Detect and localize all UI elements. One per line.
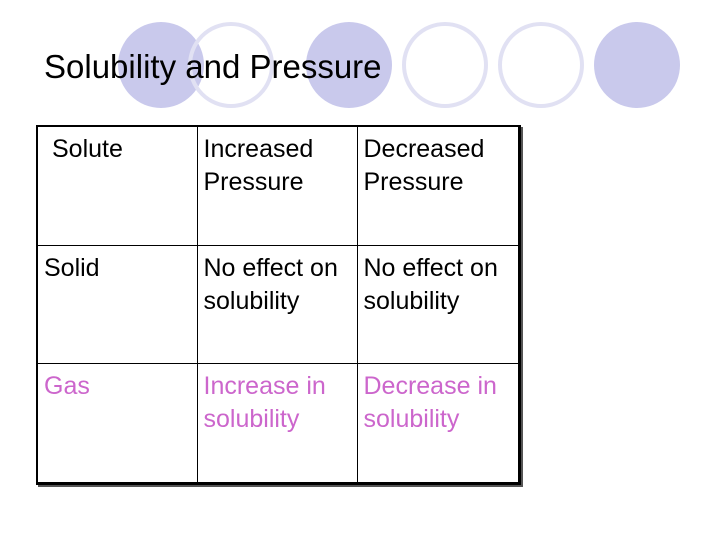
decorative-circle — [498, 22, 584, 108]
header-increased-pressure: Increased Pressure — [196, 125, 358, 246]
decorative-circle — [594, 22, 680, 108]
cell-solute: Gas — [36, 362, 198, 484]
table-row-solid: Solid No effect on solubility No effect … — [36, 244, 520, 364]
decorative-circle — [306, 22, 392, 108]
decorative-circle — [188, 22, 274, 108]
cell-decreased-pressure: Decrease in solubility — [356, 362, 520, 484]
table-row-gas: Gas Increase in solubility Decrease in s… — [36, 362, 520, 484]
header-solute: Solute — [36, 125, 198, 246]
solubility-table: Solute Increased Pressure Decreased Pres… — [36, 125, 521, 485]
decorative-circle — [402, 22, 488, 108]
slide-title: Solubility and Pressure — [44, 48, 382, 85]
header-decreased-pressure: Decreased Pressure — [356, 125, 520, 246]
cell-decreased-pressure: No effect on solubility — [356, 244, 520, 364]
table-header-row: Solute Increased Pressure Decreased Pres… — [36, 125, 520, 246]
cell-increased-pressure: No effect on solubility — [196, 244, 358, 364]
cell-solute: Solid — [36, 244, 198, 364]
cell-increased-pressure: Increase in solubility — [196, 362, 358, 484]
